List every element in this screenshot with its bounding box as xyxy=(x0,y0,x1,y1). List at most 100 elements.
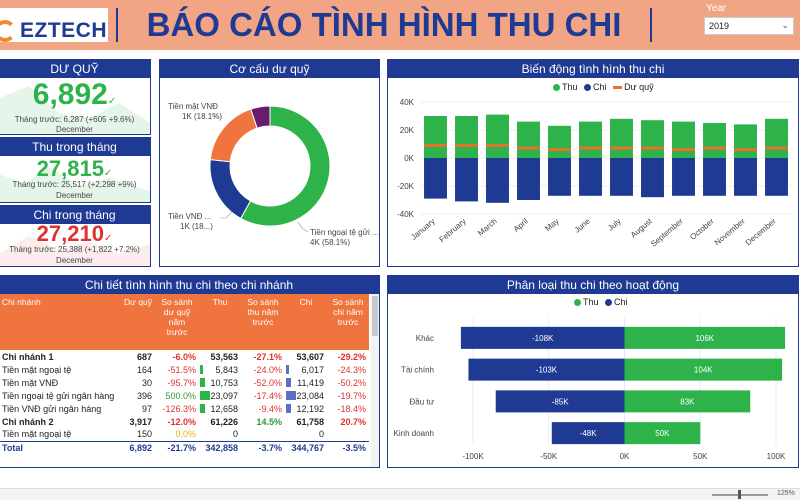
bar-chi[interactable] xyxy=(424,158,447,199)
bar-thu[interactable] xyxy=(641,120,664,158)
marker-du-quy[interactable] xyxy=(486,143,509,147)
bar-thu[interactable] xyxy=(703,123,726,158)
table-header-cell[interactable]: Chi nhánh xyxy=(0,294,121,350)
bar-thu[interactable] xyxy=(624,358,783,381)
donut-slice[interactable] xyxy=(250,105,271,129)
table-cell: -29.2% xyxy=(337,351,366,362)
bar-chi[interactable] xyxy=(703,158,726,196)
bar-chi[interactable] xyxy=(548,158,571,196)
legend: Thu Chi Dư quỹ xyxy=(553,82,654,92)
marker-du-quy[interactable] xyxy=(703,146,726,150)
donut-slice[interactable] xyxy=(240,105,331,227)
data-bar xyxy=(200,391,210,400)
kpi-card-balance: DƯ QUỸ 6,892✓ Tháng trước: 6,287 (+605 +… xyxy=(0,59,151,135)
bar-thu[interactable] xyxy=(610,118,633,158)
table-cell: 342,858 xyxy=(205,442,238,453)
marker-du-quy[interactable] xyxy=(517,146,540,150)
bar-thu[interactable] xyxy=(548,125,571,158)
bar-thu[interactable] xyxy=(455,116,478,158)
activity-bar-chart: -100K -50K 0K 50K 100K 106K -108K Khác 104K -103K… xyxy=(394,318,786,461)
table-row[interactable]: Total 6,892 -21.7% 342,858 -3.7% 344,767 -3.5% xyxy=(0,441,369,454)
table-cell xyxy=(241,428,285,441)
table-header-cell[interactable]: Thu xyxy=(199,294,241,350)
bar-thu[interactable] xyxy=(734,124,757,158)
bar-chi[interactable] xyxy=(610,158,633,196)
zoom-slider-handle[interactable] xyxy=(738,490,741,499)
bar-thu[interactable] xyxy=(765,118,788,158)
scrollbar-thumb[interactable] xyxy=(372,296,378,336)
table-row[interactable]: Chi nhánh 2 3,917 -12.0% 61,226 14.5% 61,758 2… xyxy=(0,415,369,428)
table-row[interactable]: Tiền ngoại tệ gửi ngân hàng 396 500.0% 23,0… xyxy=(0,389,369,402)
bar-thu[interactable] xyxy=(624,422,701,445)
bar-chi[interactable] xyxy=(517,158,540,200)
table-row[interactable]: Chi nhánh 1 687 -6.0% 53,563 -27.1% 53,607 -29… xyxy=(0,350,369,363)
table-cell: 11,419 xyxy=(285,376,327,389)
table-header-cell[interactable]: So sánh dư quỹ năm trước xyxy=(155,294,199,350)
marker-du-quy[interactable] xyxy=(641,146,664,150)
marker-du-quy[interactable] xyxy=(672,148,695,152)
table-header-cell[interactable]: Dư quỹ xyxy=(121,294,155,350)
marker-du-quy[interactable] xyxy=(548,148,571,152)
table-scroll-area[interactable]: Chi nhánh Dư quỹ So sánh dư quỹ năm trước T… xyxy=(0,294,371,454)
bar-thu[interactable] xyxy=(424,116,447,158)
x-tick-label: September xyxy=(649,216,685,248)
x-tick-label: -50K xyxy=(540,452,558,461)
table-cell: Tiền ngoại tệ gửi ngân hàng xyxy=(2,390,115,401)
table-cell: -3.7% xyxy=(258,442,282,453)
table-cell: 344,767 xyxy=(291,442,324,453)
kpi-compare: Tháng trước: 6,287 (+605 +9.6%) xyxy=(14,115,135,124)
bar-chi[interactable] xyxy=(460,326,625,349)
bar-chi[interactable] xyxy=(765,158,788,196)
bar-thu[interactable] xyxy=(672,121,695,158)
bar-chi[interactable] xyxy=(734,158,757,196)
x-tick-label: August xyxy=(629,216,654,239)
table-cell: -18.4% xyxy=(337,403,366,414)
table-row[interactable]: Tiền VNĐ gửi ngân hàng 97 -126.3% 12,658 -9.… xyxy=(0,402,369,415)
table-row[interactable]: Tiền mặt ngoại tệ 164 -51.5% 5,843 -24.0% 6,0… xyxy=(0,363,369,376)
kpi-title: DƯ QUỸ xyxy=(0,60,150,78)
table-cell: 0 xyxy=(232,429,238,440)
year-dropdown[interactable]: 2019 ⌄ xyxy=(704,17,794,35)
donut-slice[interactable] xyxy=(209,159,252,220)
bar-chi[interactable] xyxy=(551,422,625,445)
table-cell: 53,607 xyxy=(296,351,324,362)
table-cell: 5,843 xyxy=(199,363,241,376)
marker-du-quy[interactable] xyxy=(734,148,757,152)
marker-du-quy[interactable] xyxy=(579,146,602,150)
bar-thu[interactable] xyxy=(624,326,786,349)
x-tick-label: June xyxy=(573,216,592,234)
bar-thu[interactable] xyxy=(517,121,540,158)
table-cell: 14.5% xyxy=(256,416,282,427)
table-header-cell[interactable]: So sánh thu năm trước xyxy=(241,294,285,350)
bar-chi[interactable] xyxy=(455,158,478,202)
bar-chi[interactable] xyxy=(486,158,509,203)
legend-label: Thu xyxy=(583,297,599,307)
bar-chi[interactable] xyxy=(495,390,625,413)
x-tick-label: March xyxy=(476,217,499,238)
marker-du-quy[interactable] xyxy=(765,146,788,150)
bar-chi[interactable] xyxy=(579,158,602,196)
bar-thu[interactable] xyxy=(624,390,751,413)
y-category-label: Kinh doanh xyxy=(394,429,434,438)
table-cell: 20.7% xyxy=(340,416,366,427)
marker-du-quy[interactable] xyxy=(424,143,447,147)
slice-label: Tiền ngoại tệ gửi ... xyxy=(310,228,379,237)
table-cell: 61,758 xyxy=(296,416,324,427)
legend-line xyxy=(613,86,623,90)
table-row[interactable]: Tiền mặt ngoại tệ 150 0.0% 0 0 xyxy=(0,428,369,441)
table-cell: -24.0% xyxy=(253,364,282,375)
table-scrollbar[interactable] xyxy=(371,294,379,467)
bar-thu[interactable] xyxy=(579,121,602,158)
table-row[interactable]: Tiền mặt VNĐ 30 -95.7% 10,753 -52.0% 11,419 -5… xyxy=(0,376,369,389)
bar-chi[interactable] xyxy=(468,358,625,381)
table-cell: -50.2% xyxy=(337,377,366,388)
bar-chi[interactable] xyxy=(641,158,664,198)
marker-du-quy[interactable] xyxy=(455,143,478,147)
marker-du-quy[interactable] xyxy=(610,146,633,150)
bar-thu[interactable] xyxy=(486,114,509,158)
kpi-period: December xyxy=(56,256,93,265)
table-header-cell[interactable]: Chi xyxy=(285,294,327,350)
bar-chi[interactable] xyxy=(672,158,695,196)
table-header-cell[interactable]: So sánh chi năm trước xyxy=(327,294,369,350)
donut-panel: Cơ cấu dư quỹ Tiền mặt VNĐ 1K (18.1%) Ti… xyxy=(159,59,380,267)
